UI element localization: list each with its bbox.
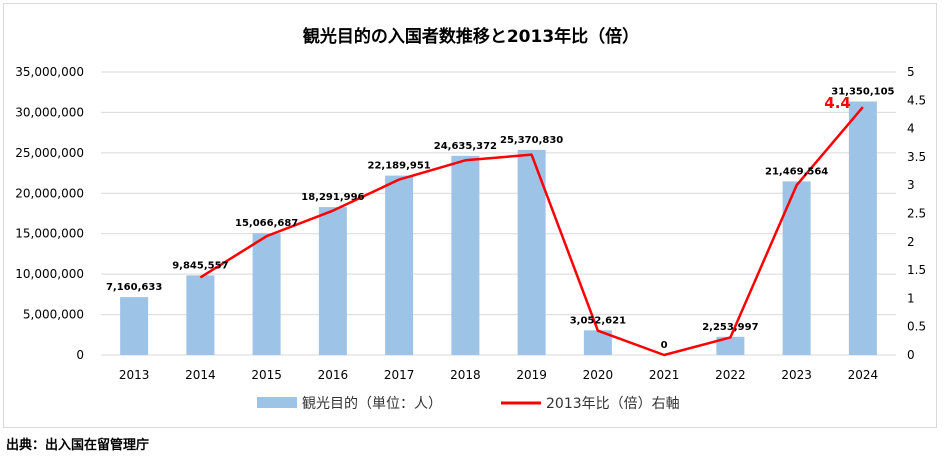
grid-lines — [101, 71, 896, 356]
bar-value-label: 3,052,621 — [570, 315, 626, 326]
x-axis-tick-label: 2023 — [781, 368, 812, 382]
left-axis-tick-label: 15,000,000 — [15, 227, 84, 241]
line-series — [199, 106, 864, 357]
left-axis: 0 5,000,000 10,000,000 15,000,000 20,000,000… — [15, 65, 84, 362]
bar-value-label: 31,350,105 — [831, 87, 894, 98]
bar — [120, 297, 149, 355]
bar — [848, 101, 877, 355]
left-axis-tick-label: 30,000,000 — [15, 105, 84, 119]
data-labels: 7,160,633 9,845,557 15,066,687 18,291,996 22… — [106, 87, 895, 351]
x-axis-tick-label: 2015 — [251, 368, 282, 382]
right-axis-tick-label: 3 — [907, 178, 915, 192]
x-axis-tick-label: 2019 — [516, 368, 547, 382]
bar — [186, 275, 215, 355]
ratio-highlight-label: 4.4 — [824, 94, 851, 112]
bar-value-label: 9,845,557 — [172, 260, 228, 271]
x-axis-tick-label: 2014 — [185, 368, 216, 382]
bar — [252, 233, 281, 355]
x-axis-tick-label: 2013 — [119, 368, 150, 382]
right-axis-tick-label: 4 — [907, 122, 915, 136]
x-axis-tick-label: 2024 — [848, 368, 879, 382]
left-axis-tick-label: 25,000,000 — [15, 146, 84, 160]
x-axis-tick-label: 2016 — [318, 368, 349, 382]
legend-bar-swatch — [257, 397, 297, 408]
right-axis-tick-label: 2.5 — [907, 207, 926, 221]
combo-chart: 観光目的の入国者数推移と2013年比（倍） 0 5,000,000 10,000,0… — [15, 26, 926, 412]
x-axis-tick-label: 2018 — [450, 368, 481, 382]
bar-value-label: 22,189,951 — [367, 161, 430, 172]
left-axis-tick-label: 35,000,000 — [15, 65, 84, 79]
bar — [782, 181, 811, 355]
ratio-line — [199, 106, 864, 357]
right-axis-tick-label: 4.5 — [907, 93, 926, 107]
x-axis-tick-label: 2022 — [715, 368, 746, 382]
chart-title: 観光目的の入国者数推移と2013年比（倍） — [303, 26, 639, 47]
right-axis-tick-label: 0.5 — [907, 320, 926, 334]
legend-line-label: 2013年比（倍）右軸 — [546, 396, 680, 412]
chart-frame: 観光目的の入国者数推移と2013年比（倍） 0 5,000,000 10,000,0… — [3, 3, 937, 428]
right-axis-tick-label: 1 — [907, 291, 915, 305]
bar — [716, 336, 745, 355]
x-axis: 2013 2014 2015 2016 2017 2018 2019 2020 2021 2022… — [119, 368, 878, 382]
bar — [385, 175, 414, 355]
right-axis-tick-label: 0 — [907, 348, 915, 362]
source-note: 出典：出入国在留管理庁 — [6, 438, 150, 453]
bar-value-label: 21,469,564 — [765, 166, 828, 177]
bar-value-label: 2,253,997 — [702, 322, 758, 333]
left-axis-tick-label: 5,000,000 — [23, 308, 84, 322]
right-axis-tick-label: 1.5 — [907, 263, 926, 277]
x-axis-tick-label: 2020 — [583, 368, 614, 382]
legend: 観光目的（単位：人） 2013年比（倍）右軸 — [257, 395, 680, 412]
bar — [318, 207, 347, 355]
bar-value-label: 7,160,633 — [106, 282, 162, 293]
bar-series — [120, 101, 877, 355]
bar-value-label: 24,635,372 — [434, 141, 497, 152]
left-axis-tick-label: 0 — [76, 348, 84, 362]
bar — [517, 149, 546, 355]
right-axis-tick-label: 2 — [907, 235, 915, 249]
bar-value-label: 25,370,830 — [500, 135, 563, 146]
bar-value-label: 18,291,996 — [301, 192, 364, 203]
bar — [451, 155, 480, 355]
right-axis-tick-label: 5 — [907, 65, 915, 79]
x-axis-tick-label: 2017 — [384, 368, 415, 382]
left-axis-tick-label: 10,000,000 — [15, 267, 84, 281]
bar-value-label: 0 — [661, 340, 668, 351]
right-axis-tick-label: 3.5 — [907, 150, 926, 164]
legend-bar-label: 観光目的（単位：人） — [302, 395, 442, 412]
right-axis: 0 0.5 1 1.5 2 2.5 3 3.5 4 4.5 5 — [907, 65, 926, 362]
left-axis-tick-label: 20,000,000 — [15, 186, 84, 200]
bar-value-label: 15,066,687 — [235, 218, 298, 229]
x-axis-tick-label: 2021 — [649, 368, 680, 382]
